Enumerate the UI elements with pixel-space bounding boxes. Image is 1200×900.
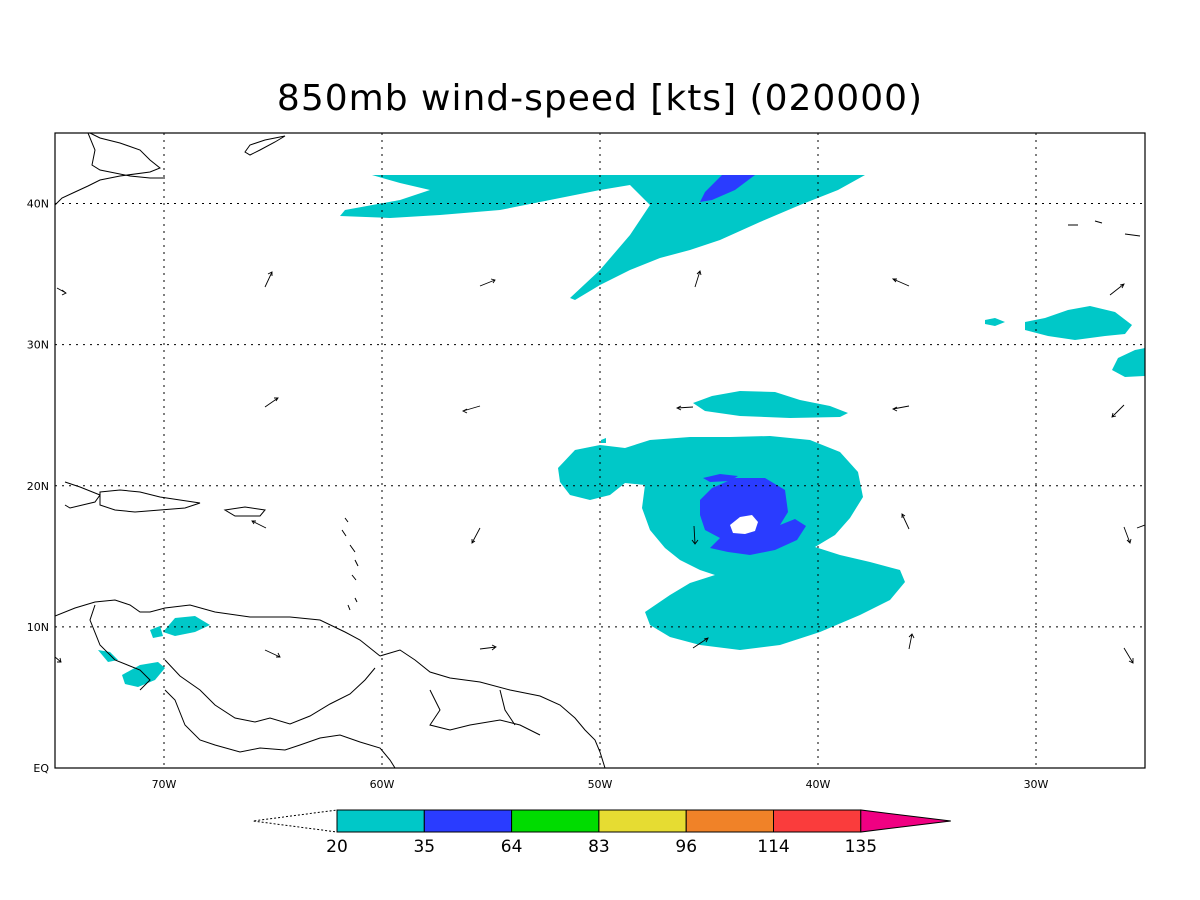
wind-arrow (471, 527, 481, 544)
wind-arrow (479, 644, 497, 651)
wind-arrow (54, 656, 62, 663)
coastlines (55, 133, 1141, 768)
colorbar-box (685, 809, 775, 833)
wind-speed-fill (98, 175, 1145, 687)
map-frame (54, 132, 1146, 769)
wind-arrow (264, 397, 279, 408)
x-axis-ticks: 70W 60W 50W 40W 30W (152, 778, 1049, 791)
x-tick-label: 60W (370, 778, 395, 791)
east-patch-2 (985, 318, 1005, 326)
wind-arrow (56, 287, 67, 296)
y-tick-label: 40N (27, 198, 49, 211)
wind-arrow (479, 278, 496, 287)
map-grid (55, 133, 1145, 768)
wind-vectors (54, 270, 1146, 664)
band-25n-20kt (693, 391, 848, 418)
east-patch-3 (1112, 348, 1145, 377)
wind-arrow (1123, 526, 1132, 544)
colorbar-label: 64 (501, 837, 523, 857)
wind-arrow (891, 405, 910, 412)
x-tick-label: 70W (152, 778, 177, 791)
coast-north-america (55, 133, 165, 206)
wind-arrow (264, 649, 281, 658)
jet-streak-20kt (340, 175, 865, 300)
y-tick-label: EQ (33, 762, 49, 775)
colorbar-box (336, 809, 425, 833)
y-tick-label: 20N (27, 480, 49, 493)
x-tick-label: 50W (588, 778, 613, 791)
x-tick-label: 40W (806, 778, 831, 791)
wind-arrow (891, 278, 910, 287)
carib-patch-1 (163, 616, 210, 636)
colorbar-box (773, 809, 862, 833)
storm-eye (730, 515, 758, 534)
wind-arrow (694, 270, 702, 288)
coast-islands-east (1068, 220, 1141, 237)
colorbar: 20 35 64 83 96 114 135 (252, 809, 951, 857)
coast-central-america-2 (89, 604, 151, 691)
coast-south-america (164, 649, 606, 768)
coast-central-america (55, 599, 381, 657)
colorbar-label: 35 (413, 837, 435, 857)
plot-title: 850mb wind-speed [kts] (020000) (276, 78, 924, 119)
colorbar-label: 135 (845, 837, 877, 857)
colorbar-label: 114 (757, 837, 789, 857)
wind-arrow (1109, 283, 1125, 296)
colorbar-upper-triangle (860, 809, 951, 833)
coast-greater-antilles (64, 481, 266, 517)
y-axis-ticks: EQ 10N 20N 30N 40N (27, 198, 50, 775)
storm-cell-islet (601, 438, 606, 443)
wind-arrow (264, 271, 273, 288)
coast-south-america-interior (164, 689, 396, 768)
wind-arrow (1111, 404, 1125, 418)
carib-patch-4 (122, 662, 165, 687)
east-patch-1 (1025, 306, 1132, 340)
wind-arrow (692, 637, 709, 649)
coast-northeast (244, 135, 286, 156)
wind-arrow (675, 405, 694, 411)
wind-arrow (1123, 647, 1134, 664)
wind-arrow (1136, 524, 1146, 529)
colorbar-label: 20 (326, 837, 348, 857)
wind-arrow (908, 633, 915, 650)
colorbar-box (423, 809, 513, 833)
carib-patch-2 (150, 626, 163, 638)
wind-arrow (691, 525, 699, 545)
jet-streak-35kt (700, 175, 755, 202)
x-tick-label: 30W (1024, 778, 1049, 791)
colorbar-box (598, 809, 687, 833)
storm-cell-north (703, 474, 738, 482)
y-tick-label: 10N (27, 621, 49, 634)
colorbar-label: 96 (675, 837, 697, 857)
wind-arrow (901, 513, 910, 530)
coast-lesser-antilles (341, 517, 359, 611)
coast-guianas (429, 689, 541, 736)
colorbar-boxes (336, 809, 951, 833)
wind-arrow (251, 520, 267, 529)
colorbar-labels: 20 35 64 83 96 114 135 (326, 837, 877, 857)
wind-arrow (461, 405, 481, 414)
y-tick-label: 30N (27, 339, 49, 352)
colorbar-lower-triangle (252, 809, 338, 833)
colorbar-box (511, 809, 600, 833)
carib-patch-3 (98, 650, 118, 662)
colorbar-label: 83 (588, 837, 610, 857)
